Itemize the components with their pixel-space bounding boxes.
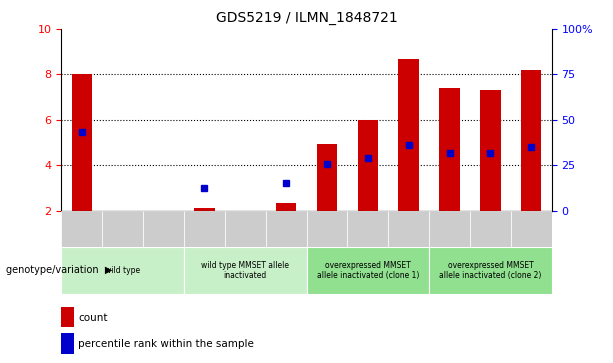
Bar: [265, 211, 306, 247]
Bar: [470, 211, 511, 247]
Bar: [317, 144, 337, 211]
Bar: [398, 58, 419, 211]
Bar: [194, 208, 215, 211]
Bar: [306, 247, 429, 294]
Bar: [480, 90, 501, 211]
Bar: [102, 211, 143, 247]
Text: overexpressed MMSET
allele inactivated (clone 1): overexpressed MMSET allele inactivated (…: [316, 261, 419, 280]
Bar: [61, 333, 74, 354]
Text: percentile rank within the sample: percentile rank within the sample: [78, 339, 254, 349]
Bar: [306, 211, 348, 247]
Text: wild type: wild type: [105, 266, 140, 275]
Bar: [388, 211, 429, 247]
Bar: [143, 211, 184, 247]
Bar: [61, 211, 102, 247]
Bar: [429, 211, 470, 247]
Bar: [184, 247, 306, 294]
Bar: [61, 307, 74, 327]
Bar: [511, 211, 552, 247]
Bar: [61, 247, 184, 294]
Bar: [440, 88, 460, 211]
Text: overexpressed MMSET
allele inactivated (clone 2): overexpressed MMSET allele inactivated (…: [439, 261, 542, 280]
Text: genotype/variation  ▶: genotype/variation ▶: [6, 265, 113, 276]
Bar: [184, 211, 225, 247]
Bar: [429, 247, 552, 294]
Bar: [225, 211, 265, 247]
Text: wild type MMSET allele
inactivated: wild type MMSET allele inactivated: [201, 261, 289, 280]
Text: count: count: [78, 313, 108, 323]
Bar: [521, 70, 541, 211]
Bar: [348, 211, 388, 247]
Bar: [72, 74, 92, 211]
Bar: [357, 120, 378, 211]
Title: GDS5219 / ILMN_1848721: GDS5219 / ILMN_1848721: [216, 11, 397, 25]
Bar: [276, 203, 296, 211]
